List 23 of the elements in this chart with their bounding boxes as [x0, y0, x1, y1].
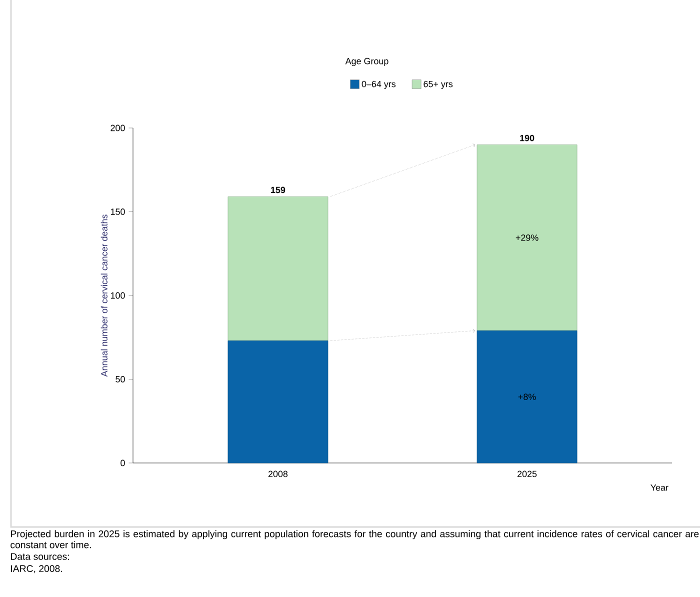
legend-title: Age Group: [345, 58, 388, 66]
y-axis-title: Annual number of cervical cancer deaths: [100, 214, 108, 377]
x-tick-label: 2025: [518, 470, 537, 478]
text: IARC, 2008.: [11, 565, 62, 574]
y-tick-label: 200: [110, 124, 125, 132]
y-tick-label: 100: [110, 292, 125, 299]
legend-label: 65+ yrs: [424, 80, 453, 89]
bar: [228, 340, 328, 464]
annotation: +29%: [516, 234, 538, 241]
bar: [476, 144, 578, 331]
y-tick-label: 150: [110, 208, 125, 215]
text: Data sources:: [11, 553, 69, 560]
total-label: 159: [271, 186, 286, 194]
y-tick-label: 0: [120, 460, 125, 466]
x-tick-label: 2008: [268, 470, 288, 478]
x-axis-title: Year: [650, 484, 668, 491]
total-label: 190: [520, 134, 534, 142]
y-tick-label: 50: [116, 376, 125, 382]
bar: [228, 196, 328, 341]
legend-label: 0–64 yrs: [362, 80, 396, 89]
annotation: +8%: [518, 394, 536, 400]
text: Projected burden in 2025 is estimated by applying current population forecasts for the country and assuming that current incidence rates of cervical cancer are constant over time.: [10, 530, 699, 548]
bar: [476, 330, 578, 464]
